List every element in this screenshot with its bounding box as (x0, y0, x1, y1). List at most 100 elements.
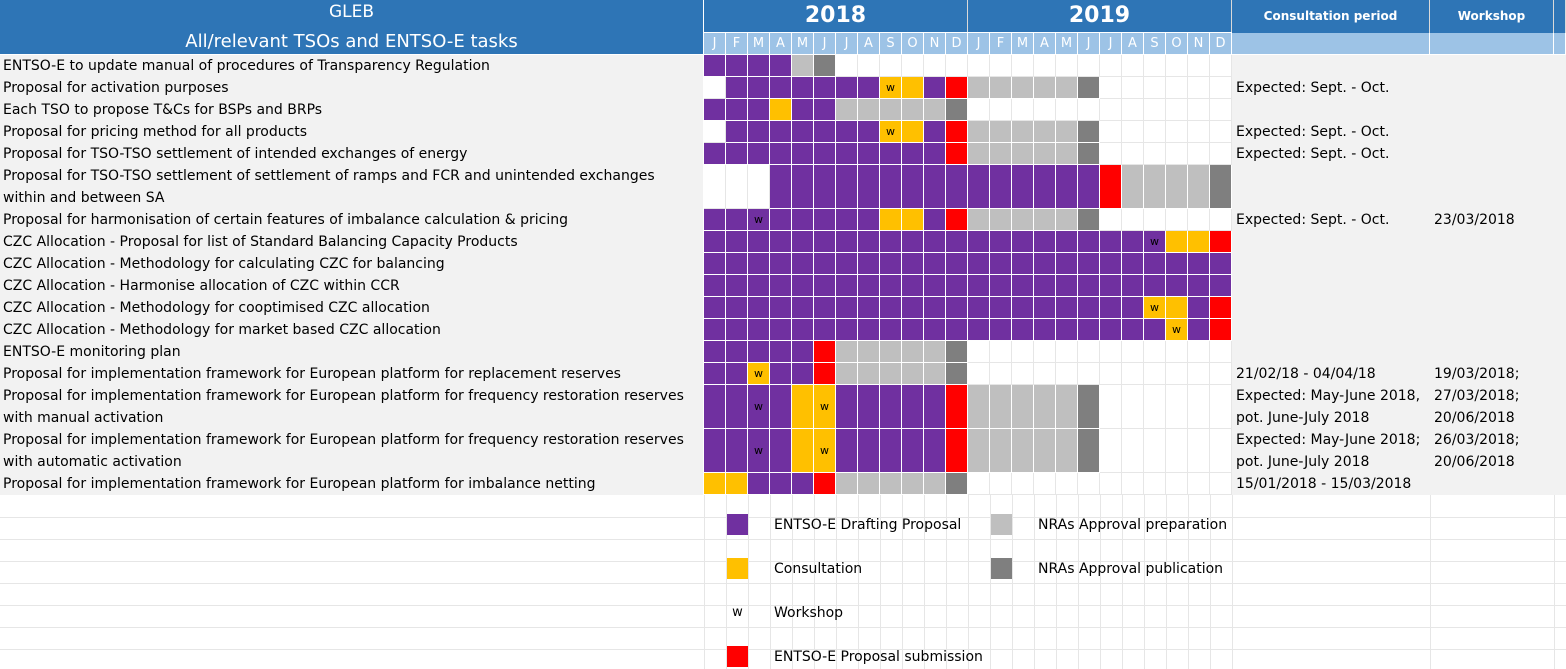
timeline-cell (924, 231, 946, 253)
timeline-cell (990, 319, 1012, 341)
timeline-cell (1122, 341, 1144, 363)
timeline-cell (1078, 99, 1100, 121)
timeline-cell (1210, 385, 1232, 429)
timeline-cell (968, 165, 990, 209)
timeline-cell (1166, 429, 1188, 473)
timeline-cell (1100, 121, 1122, 143)
legend-workshop-symbol: w (732, 605, 743, 620)
timeline-cell (880, 473, 902, 495)
timeline-cell (748, 297, 770, 319)
timeline-cell (1034, 55, 1056, 77)
timeline-cell (1166, 165, 1188, 209)
timeline-cell (1122, 385, 1144, 429)
timeline-cell (726, 319, 748, 341)
timeline-cell (704, 319, 726, 341)
timeline-cell (814, 77, 836, 99)
timeline-cell (836, 429, 858, 473)
month-6: J (814, 33, 836, 54)
timeline-cell (814, 165, 836, 209)
timeline-cell (748, 165, 770, 209)
timeline-cell (1100, 363, 1122, 385)
legend-submission-swatch (727, 646, 748, 667)
timeline-cell (968, 55, 990, 77)
timeline-cell (1144, 165, 1166, 209)
timeline-cell (1100, 473, 1122, 495)
timeline-cell: w (748, 429, 770, 473)
timeline-cell (858, 275, 880, 297)
timeline-cell (1056, 275, 1078, 297)
timeline-cell (1056, 99, 1078, 121)
timeline-cell (880, 297, 902, 319)
timeline-cell (1100, 429, 1122, 473)
timeline-cell (1100, 55, 1122, 77)
timeline-cell (858, 385, 880, 429)
workshop-marker: w (754, 444, 763, 457)
timeline-cell (1188, 473, 1210, 495)
timeline-cell (880, 275, 902, 297)
timeline-cell (814, 275, 836, 297)
grid-line (748, 495, 749, 669)
timeline-cell (792, 429, 814, 473)
timeline-cell (1012, 297, 1034, 319)
timeline-cell (814, 99, 836, 121)
timeline-cell (1034, 385, 1056, 429)
timeline-cell (1078, 341, 1100, 363)
workshop-marker: w (820, 444, 829, 457)
timeline-cell (792, 143, 814, 165)
timeline-cell (924, 385, 946, 429)
timeline-cell (1078, 209, 1100, 231)
timeline-cell (1056, 143, 1078, 165)
timeline-cell (1144, 319, 1166, 341)
timeline-cell (1210, 341, 1232, 363)
task-label: Proposal for TSO-TSO settlement of inten… (3, 146, 468, 162)
timeline-cell (902, 231, 924, 253)
timeline-cell (946, 363, 968, 385)
task-label: Proposal for implementation framework fo… (3, 432, 684, 470)
legend-nra-pub-label: NRAs Approval publication (1038, 561, 1224, 577)
timeline-cell (1100, 99, 1122, 121)
timeline-cell (792, 275, 814, 297)
timeline-cell (990, 275, 1012, 297)
month-7: J (836, 33, 858, 54)
timeline-cell (1188, 341, 1210, 363)
timeline-cell (946, 429, 968, 473)
timeline-cell (1034, 209, 1056, 231)
month-2: F (726, 33, 748, 54)
timeline-cell: w (1144, 231, 1166, 253)
month-9: S (880, 33, 902, 54)
grid-line (902, 495, 903, 669)
timeline-cell (1210, 55, 1232, 77)
sheet-title: GLEB (328, 2, 375, 22)
grid-line (0, 649, 1566, 650)
timeline-cell (990, 385, 1012, 429)
timeline-cell (1100, 209, 1122, 231)
timeline-cell (1078, 473, 1100, 495)
timeline-cell (880, 253, 902, 275)
timeline-cell (1122, 165, 1144, 209)
consultation-period-cell: 21/02/18 - 04/04/18 (1236, 366, 1376, 382)
timeline-cell (858, 143, 880, 165)
timeline-cell (770, 429, 792, 473)
timeline-cell (990, 253, 1012, 275)
timeline-cell (1144, 385, 1166, 429)
timeline-cell (704, 385, 726, 429)
timeline-cell (1166, 143, 1188, 165)
timeline-cell (858, 55, 880, 77)
task-label: Proposal for implementation framework fo… (3, 366, 621, 382)
timeline-cell (1210, 473, 1232, 495)
month-row-blank (1554, 33, 1566, 54)
timeline-cell (1100, 77, 1122, 99)
timeline-cell (704, 363, 726, 385)
timeline-cell (1034, 275, 1056, 297)
task-label: CZC Allocation - Methodology for calcula… (3, 256, 445, 272)
timeline-cell (1012, 55, 1034, 77)
grid-line (0, 583, 1566, 584)
task-row-bg (0, 99, 703, 121)
timeline-cell (1166, 77, 1188, 99)
timeline-cell (880, 209, 902, 231)
grid-line (0, 605, 1566, 606)
timeline-cell (1122, 55, 1144, 77)
grid-line (1554, 495, 1555, 669)
timeline-cell (1100, 231, 1122, 253)
timeline-cell (704, 77, 726, 99)
